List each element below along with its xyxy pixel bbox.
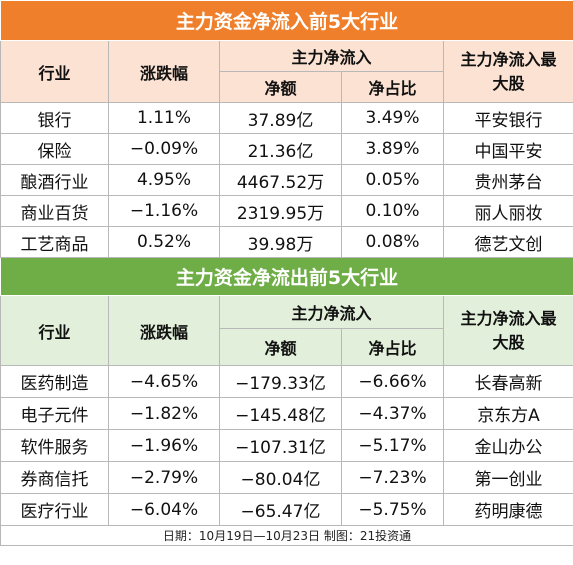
ratio-cell: −5.17%	[341, 429, 444, 462]
inflow-header-change: 涨跌幅	[108, 40, 220, 103]
industry-cell: 券商信托	[0, 461, 109, 494]
change-cell: −1.82%	[108, 397, 220, 430]
inflow-title: 主力资金净流入前5大行业	[0, 0, 573, 41]
stock-cell: 平安银行	[442, 102, 573, 134]
amount-cell: 4467.52万	[219, 164, 342, 196]
stock-cell: 药明康德	[442, 493, 573, 526]
footer-note: 日期：10月19日—10月23日 制图：21投资通	[0, 525, 573, 546]
stock-cell: 贵州茅台	[442, 164, 573, 196]
table-row: 医药制造 −4.65% −179.33亿 −6.66% 长春高新	[0, 365, 573, 398]
stock-cell: 德艺文创	[442, 226, 573, 258]
stock-cell: 第一创业	[442, 461, 573, 494]
amount-cell: −145.48亿	[219, 397, 342, 430]
amount-cell: −107.31亿	[219, 429, 342, 462]
change-cell: 0.52%	[108, 226, 220, 258]
change-cell: 4.95%	[108, 164, 220, 196]
inflow-header-amount: 净额	[219, 71, 342, 103]
stock-cell: 京东方A	[442, 397, 573, 430]
outflow-header-top-stock: 主力净流入最大股	[442, 295, 573, 366]
industry-cell: 医药制造	[0, 365, 109, 398]
fund-flow-table: 主力资金净流入前5大行业 行业 涨跌幅 主力净流入 主力净流入最大股 净额 净占…	[0, 0, 573, 546]
ratio-cell: 3.89%	[341, 133, 444, 165]
ratio-cell: 0.05%	[341, 164, 444, 196]
amount-cell: −80.04亿	[219, 461, 342, 494]
ratio-cell: −7.23%	[341, 461, 444, 494]
stock-cell: 中国平安	[442, 133, 573, 165]
stock-cell: 丽人丽妆	[442, 195, 573, 227]
outflow-header-net-group: 主力净流入	[219, 295, 444, 329]
outflow-header-amount: 净额	[219, 328, 342, 366]
change-cell: −2.79%	[108, 461, 220, 494]
outflow-header-change: 涨跌幅	[108, 295, 220, 366]
outflow-header-ratio: 净占比	[341, 328, 444, 366]
industry-cell: 银行	[0, 102, 109, 134]
amount-cell: 39.98万	[219, 226, 342, 258]
outflow-body: 医药制造 −4.65% −179.33亿 −6.66% 长春高新 电子元件 −1…	[0, 365, 573, 526]
ratio-cell: 3.49%	[341, 102, 444, 134]
inflow-header-row: 行业 涨跌幅 主力净流入 主力净流入最大股	[0, 40, 573, 103]
outflow-title: 主力资金净流出前5大行业	[0, 257, 573, 296]
amount-cell: 21.36亿	[219, 133, 342, 165]
outflow-header-row: 行业 涨跌幅 主力净流入 主力净流入最大股	[0, 295, 573, 366]
inflow-header-net-group: 主力净流入	[219, 40, 444, 72]
inflow-header-ratio: 净占比	[341, 71, 444, 103]
outflow-header-industry: 行业	[0, 295, 109, 366]
stock-cell: 金山办公	[442, 429, 573, 462]
ratio-cell: −4.37%	[341, 397, 444, 430]
inflow-header-industry: 行业	[0, 40, 109, 103]
stock-cell: 长春高新	[442, 365, 573, 398]
ratio-cell: −5.75%	[341, 493, 444, 526]
change-cell: 1.11%	[108, 102, 220, 134]
amount-cell: −179.33亿	[219, 365, 342, 398]
industry-cell: 商业百货	[0, 195, 109, 227]
industry-cell: 酿酒行业	[0, 164, 109, 196]
table-row: 银行 1.11% 37.89亿 3.49% 平安银行	[0, 102, 573, 134]
footer-row: 日期：10月19日—10月23日 制图：21投资通	[0, 525, 573, 546]
amount-cell: 37.89亿	[219, 102, 342, 134]
table-row: 保险 −0.09% 21.36亿 3.89% 中国平安	[0, 133, 573, 165]
ratio-cell: 0.08%	[341, 226, 444, 258]
industry-cell: 工艺商品	[0, 226, 109, 258]
table-row: 商业百货 −1.16% 2319.95万 0.10% 丽人丽妆	[0, 195, 573, 227]
industry-cell: 软件服务	[0, 429, 109, 462]
inflow-body: 银行 1.11% 37.89亿 3.49% 平安银行 保险 −0.09% 21.…	[0, 102, 573, 258]
change-cell: −1.16%	[108, 195, 220, 227]
inflow-subheader-row: 净额 净占比	[1, 71, 573, 103]
industry-cell: 电子元件	[0, 397, 109, 430]
change-cell: −0.09%	[108, 133, 220, 165]
change-cell: −4.65%	[108, 365, 220, 398]
table-row: 酿酒行业 4.95% 4467.52万 0.05% 贵州茅台	[0, 164, 573, 196]
ratio-cell: −6.66%	[341, 365, 444, 398]
table-row: 软件服务 −1.96% −107.31亿 −5.17% 金山办公	[0, 429, 573, 462]
change-cell: −6.04%	[108, 493, 220, 526]
outflow-title-row: 主力资金净流出前5大行业	[0, 257, 573, 296]
table-row: 电子元件 −1.82% −145.48亿 −4.37% 京东方A	[0, 397, 573, 430]
industry-cell: 医疗行业	[0, 493, 109, 526]
amount-cell: −65.47亿	[219, 493, 342, 526]
table-row: 券商信托 −2.79% −80.04亿 −7.23% 第一创业	[0, 461, 573, 494]
ratio-cell: 0.10%	[341, 195, 444, 227]
table-row: 医疗行业 −6.04% −65.47亿 −5.75% 药明康德	[0, 493, 573, 526]
table-row: 工艺商品 0.52% 39.98万 0.08% 德艺文创	[0, 226, 573, 258]
change-cell: −1.96%	[108, 429, 220, 462]
amount-cell: 2319.95万	[219, 195, 342, 227]
industry-cell: 保险	[0, 133, 109, 165]
inflow-header-top-stock: 主力净流入最大股	[442, 40, 573, 103]
inflow-title-row: 主力资金净流入前5大行业	[0, 0, 573, 41]
